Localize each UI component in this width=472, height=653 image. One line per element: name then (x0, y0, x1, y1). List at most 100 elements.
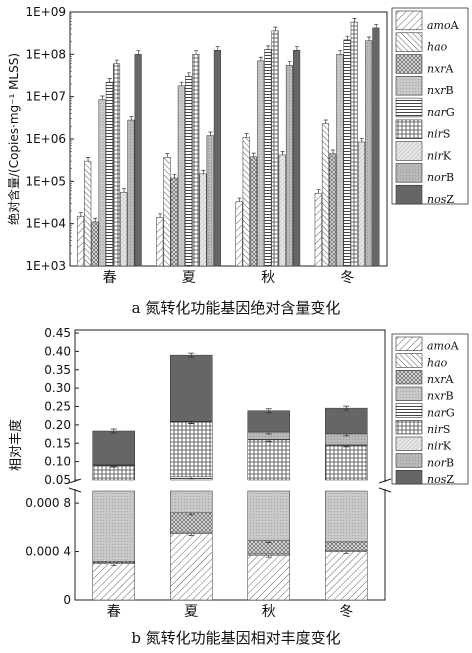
legend-swatch-nirS (395, 119, 423, 139)
errorbar-a (194, 50, 199, 55)
x-tick-label-b: 夏 (184, 604, 198, 620)
errorbar-a (86, 157, 91, 162)
x-tick-label-b: 冬 (339, 604, 353, 620)
bar-a-narG-0 (105, 81, 113, 267)
legend-label-norB: norB (427, 171, 454, 184)
errorbar-a (237, 197, 242, 202)
errorbar-a (316, 189, 321, 194)
y-tick-label-a: 1E+03 (25, 259, 66, 273)
y-tick-label-b-upper: 0.05 (44, 473, 71, 487)
axis-break-mark-right (378, 487, 392, 493)
errorbar-a (374, 23, 379, 28)
bar-b-upper-nirS-1 (170, 421, 213, 478)
bar-a-nxrA-3 (329, 153, 337, 267)
errorbar-a (330, 149, 335, 154)
legend-label-nirK: nirK (427, 149, 452, 162)
legend-swatch-nxrB (395, 76, 423, 96)
errorbar-b (343, 405, 350, 411)
errorbar-b (188, 352, 195, 358)
bar-b-lower-amoA-3 (325, 551, 368, 601)
chart-b-relative-abundance: 0.05 0.10 0.15 0.20 0.25 0.30 0.35 0.40 0.45 0 0.0… (8, 326, 469, 620)
errorbar-a (345, 35, 350, 40)
bar-a-nosZ-2 (293, 49, 301, 267)
bar-a-nxrA-2 (249, 156, 257, 267)
errorbar-a (359, 137, 364, 142)
legend-swatch-nxrA (395, 54, 423, 74)
bar-a-amoA-3 (314, 193, 322, 267)
legend-label-nxrB: nxrB (427, 84, 454, 97)
legend-swatch-narG (395, 97, 423, 118)
bar-a-nirS-2 (271, 30, 279, 267)
errorbar-a (93, 217, 98, 222)
bar-b-lower-amoA-0 (92, 563, 135, 601)
legend-label-hao: hao (427, 356, 448, 369)
legend-swatch-nxrB (395, 386, 423, 401)
errorbar-a (208, 131, 213, 136)
errorbar-a (258, 56, 263, 61)
errorbar-a (136, 50, 141, 55)
errorbar-a (323, 119, 328, 124)
legend-label-nxrA: nxrA (427, 62, 455, 75)
bar-b-lower-nxrB-1 (170, 490, 213, 514)
bar-b-upper-nosZ-3 (325, 407, 368, 435)
x-tick-label-a: 秋 (261, 270, 275, 286)
errorbar-a (107, 78, 112, 83)
y-tick-label-a: 1E+04 (25, 217, 66, 231)
bar-b-upper-nirS-2 (247, 439, 290, 481)
x-tick-label-b: 春 (107, 604, 121, 620)
errorbar-a (201, 169, 206, 174)
bar-a-nxrB-1 (177, 85, 185, 267)
legend-label-amoA: amoA (427, 340, 460, 353)
x-tick-label-a: 夏 (182, 270, 196, 286)
legend-swatch-norB (395, 163, 423, 183)
errorbar-a (179, 81, 184, 86)
bar-b-upper-nosZ-1 (170, 354, 213, 422)
y-tick-label-b-lower: 0.000 4 (25, 545, 71, 559)
errorbar-b (110, 428, 117, 434)
x-tick-label-a: 春 (103, 270, 117, 286)
bar-a-nirS-0 (112, 63, 121, 267)
bar-a-hao-0 (84, 160, 92, 267)
bar-a-hao-1 (163, 157, 171, 267)
caption-b: b 氮转化功能基因相对丰度变化 (131, 629, 341, 647)
bar-a-nxrA-0 (91, 221, 99, 267)
legend-swatch-narG (395, 403, 423, 418)
y-tick-label-b-lower: 0.000 8 (25, 496, 71, 510)
errorbar-a (244, 133, 249, 138)
legend-label-amoA: amoA (427, 19, 460, 32)
bar-a-amoA-0 (76, 215, 85, 267)
bar-a-norB-1 (206, 135, 214, 267)
y-tick-label-a: 1E+05 (25, 174, 66, 188)
legend-label-narG: narG (427, 106, 455, 119)
legend-swatch-nosZ (395, 470, 423, 485)
y-tick-label-a: 1E+09 (25, 5, 66, 19)
y-tick-label-b-lower: 0 (63, 593, 71, 607)
legend-label-nirS: nirS (427, 423, 450, 436)
errorbar-a (366, 36, 371, 41)
errorbar-a (266, 45, 271, 50)
bar-a-amoA-2 (235, 201, 243, 267)
bar-b-lower-amoA-1 (170, 533, 213, 601)
legend-swatch-hao (395, 353, 423, 368)
y-tick-label-b-upper: 0.40 (44, 344, 71, 358)
plot-frame-b (74, 329, 386, 601)
bar-a-nirK-1 (199, 173, 207, 267)
bar-b-lower-amoA-2 (247, 554, 290, 601)
y-axis-label-a: 绝对含量/(Copies·mg⁻¹ MLSS) (6, 53, 21, 225)
bar-a-nxrB-2 (257, 60, 265, 267)
legend-label-nirK: nirK (427, 440, 452, 453)
errorbar-a (338, 50, 343, 55)
bar-a-nosZ-0 (134, 54, 142, 267)
errorbar-a (294, 46, 299, 51)
legend-label-hao: hao (427, 41, 448, 54)
x-tick-label-b: 秋 (262, 604, 276, 620)
bar-b-lower-nxrB-3 (325, 490, 368, 543)
bar-a-nxrB-3 (336, 54, 344, 267)
y-tick-label-a: 1E+06 (25, 132, 66, 146)
errorbar-a (122, 188, 127, 193)
legend-swatch-norB (395, 453, 423, 468)
y-tick-label-b-upper: 0.30 (44, 381, 71, 395)
legend-swatch-hao (395, 32, 423, 52)
errorbar-a (78, 212, 83, 217)
